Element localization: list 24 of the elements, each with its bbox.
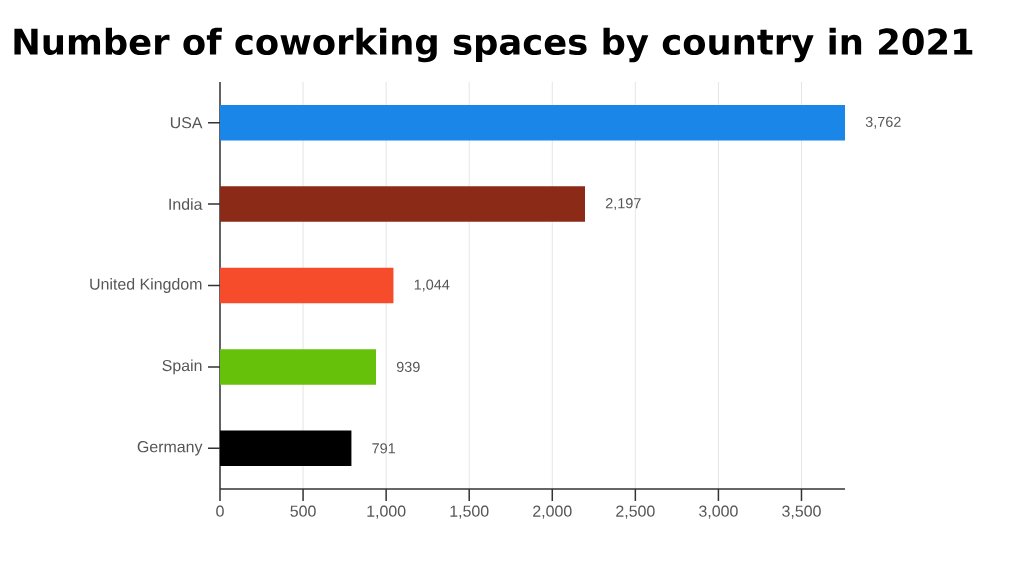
bar — [220, 267, 394, 304]
data-label: 791 — [372, 443, 396, 454]
bar — [220, 349, 376, 385]
data-label: 1,044 — [414, 279, 450, 292]
chart-title: Number of coworking spaces by country in 2021 — [14, 27, 973, 63]
bar — [220, 186, 585, 222]
x-tick-label: 500 — [290, 505, 316, 517]
x-tick-label: 1,500 — [450, 505, 489, 519]
x-tick-label: 2,000 — [533, 505, 572, 519]
y-tick-label: India — [169, 198, 203, 210]
data-label: 939 — [396, 361, 420, 373]
data-label: 2,197 — [605, 198, 641, 211]
x-tick-label: 2,500 — [616, 505, 655, 519]
bar — [220, 104, 846, 141]
bar — [220, 430, 352, 467]
y-tick-label: Germany — [137, 441, 203, 456]
y-tick-label: Spain — [162, 359, 202, 375]
x-tick-label: 3,000 — [699, 505, 738, 519]
data-label: 3,762 — [865, 116, 901, 129]
x-tick-label: 0 — [216, 505, 224, 517]
x-tick-label: 1,000 — [367, 505, 406, 519]
y-tick-label: USA — [170, 117, 203, 129]
x-tick-label: 3,500 — [782, 505, 821, 519]
y-tick-label: United Kingdom — [90, 278, 202, 293]
